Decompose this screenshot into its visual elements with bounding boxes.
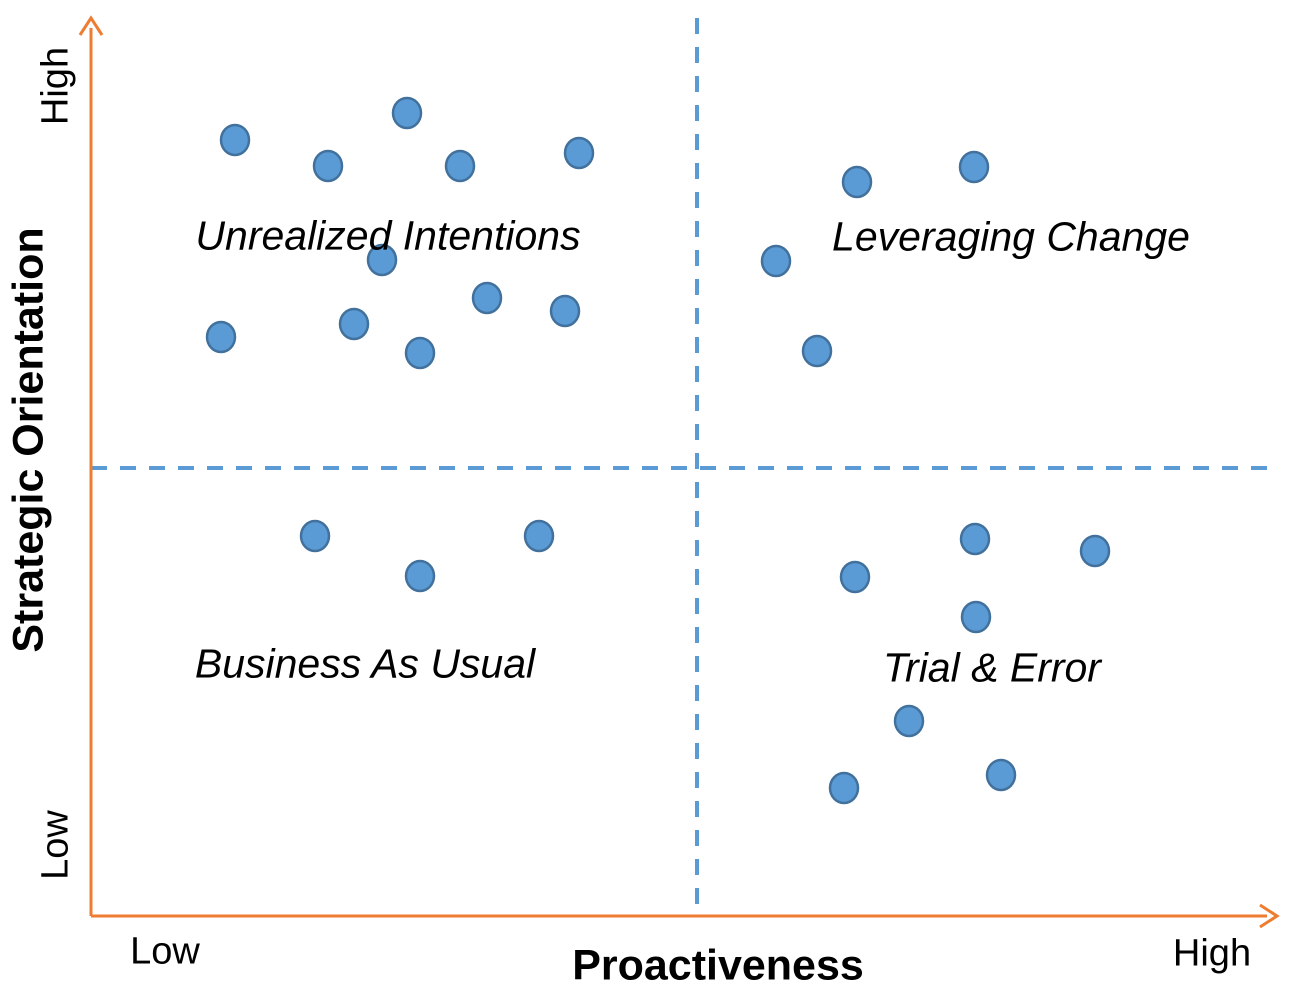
data-point-top-right — [801, 334, 833, 368]
data-point-top-left — [404, 336, 436, 370]
data-point-top-left — [366, 243, 398, 277]
data-point-bottom-left — [299, 519, 331, 553]
data-point-top-left — [312, 149, 344, 183]
quadrant-label-unrealized-intentions: Unrealized Intentions — [195, 212, 581, 259]
data-point-bottom-right — [1079, 534, 1111, 568]
data-point-top-right — [958, 150, 990, 184]
data-point-top-left — [219, 123, 251, 157]
y-axis-low-tick-label: Low — [34, 810, 77, 880]
data-point-top-left — [563, 136, 595, 170]
data-point-top-left — [391, 96, 423, 130]
y-axis-title: Strategic Orientation — [4, 227, 53, 653]
quadrant-label-leveraging-change: Leveraging Change — [832, 213, 1190, 260]
x-axis-title: Proactiveness — [572, 941, 864, 990]
data-point-top-left — [338, 307, 370, 341]
data-point-top-left — [205, 320, 237, 354]
x-axis-high-tick-label: High — [1172, 932, 1252, 975]
data-point-top-right — [760, 244, 792, 278]
data-point-bottom-right — [828, 771, 860, 805]
quadrant-label-trial-and-error: Trial & Error — [883, 644, 1101, 691]
data-point-bottom-right — [839, 560, 871, 594]
x-axis-arrowhead-icon — [1259, 903, 1280, 929]
data-point-top-left — [444, 149, 476, 183]
y-axis-arrowhead-icon — [78, 15, 104, 36]
y-axis-high-tick-label: High — [34, 46, 77, 126]
data-point-top-left — [549, 294, 581, 328]
x-axis-low-tick-label: Low — [130, 930, 200, 973]
data-point-bottom-right — [959, 522, 991, 556]
data-point-bottom-right — [985, 758, 1017, 792]
data-point-bottom-right — [893, 704, 925, 738]
data-point-bottom-left — [404, 559, 436, 593]
quadrant-label-business-as-usual: Business As Usual — [194, 640, 536, 687]
data-point-top-right — [841, 165, 873, 199]
data-point-top-left — [471, 281, 503, 315]
data-point-bottom-left — [523, 519, 555, 553]
data-point-bottom-right — [960, 600, 992, 634]
